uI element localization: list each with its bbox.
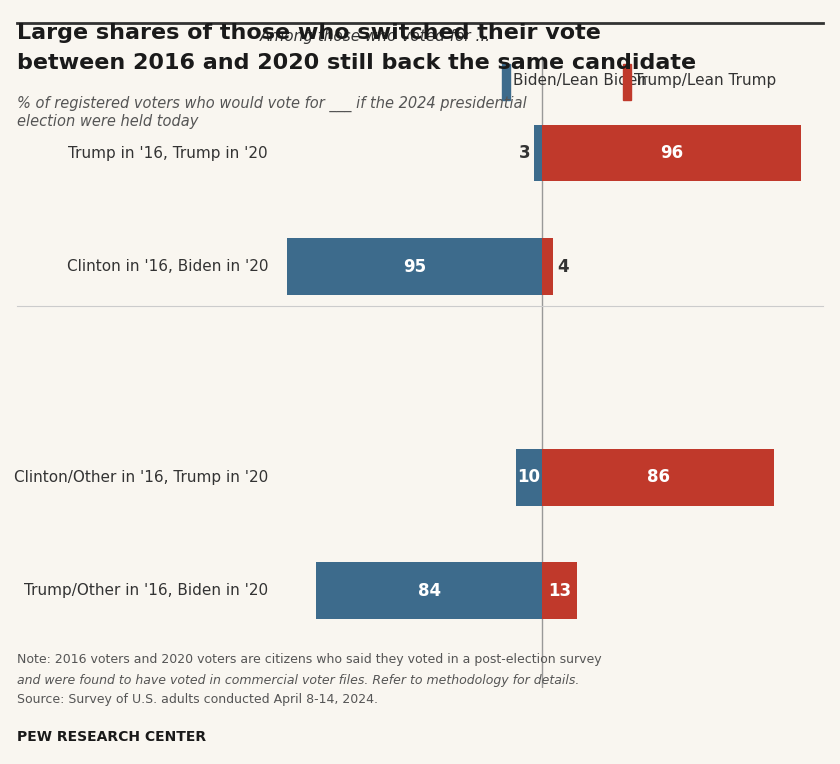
- Text: Among those who voted for ...: Among those who voted for ...: [260, 29, 491, 44]
- Text: 86: 86: [647, 468, 669, 486]
- Text: Note: 2016 voters and 2020 voters are citizens who said they voted in a post-ele: Note: 2016 voters and 2020 voters are ci…: [17, 653, 601, 666]
- Text: 84: 84: [418, 581, 441, 600]
- Text: PEW RESEARCH CENTER: PEW RESEARCH CENTER: [17, 730, 206, 743]
- Text: 13: 13: [549, 581, 571, 600]
- Text: 3: 3: [519, 144, 530, 162]
- Bar: [543, 562, 577, 619]
- Bar: [286, 238, 543, 295]
- Text: Source: Survey of U.S. adults conducted April 8-14, 2024.: Source: Survey of U.S. adults conducted …: [17, 693, 378, 706]
- Text: Large shares of those who switched their vote: Large shares of those who switched their…: [17, 23, 601, 43]
- Text: 96: 96: [660, 144, 683, 162]
- Text: % of registered voters who would vote for ___ if the 2024 presidential
election : % of registered voters who would vote fo…: [17, 96, 527, 129]
- Text: 95: 95: [403, 257, 426, 276]
- Text: between 2016 and 2020 still back the same candidate: between 2016 and 2020 still back the sam…: [17, 53, 696, 73]
- Text: Clinton in '16, Biden in '20: Clinton in '16, Biden in '20: [66, 259, 268, 274]
- Bar: [502, 64, 510, 99]
- Text: 4: 4: [557, 257, 569, 276]
- Text: and were found to have voted in commercial voter files. Refer to methodology for: and were found to have voted in commerci…: [17, 674, 579, 687]
- Text: 10: 10: [517, 468, 540, 486]
- Bar: [516, 449, 543, 506]
- Bar: [543, 238, 554, 295]
- Text: Trump/Lean Trump: Trump/Lean Trump: [634, 73, 776, 88]
- Text: Trump/Other in '16, Biden in '20: Trump/Other in '16, Biden in '20: [24, 583, 268, 598]
- Text: Biden/Lean Biden: Biden/Lean Biden: [513, 73, 647, 88]
- Text: Clinton/Other in '16, Trump in '20: Clinton/Other in '16, Trump in '20: [13, 470, 268, 484]
- Bar: [534, 125, 543, 182]
- Text: Trump in '16, Trump in '20: Trump in '16, Trump in '20: [68, 146, 268, 160]
- Bar: [317, 562, 543, 619]
- Bar: [623, 64, 632, 99]
- Bar: [543, 125, 801, 182]
- Bar: [543, 449, 774, 506]
